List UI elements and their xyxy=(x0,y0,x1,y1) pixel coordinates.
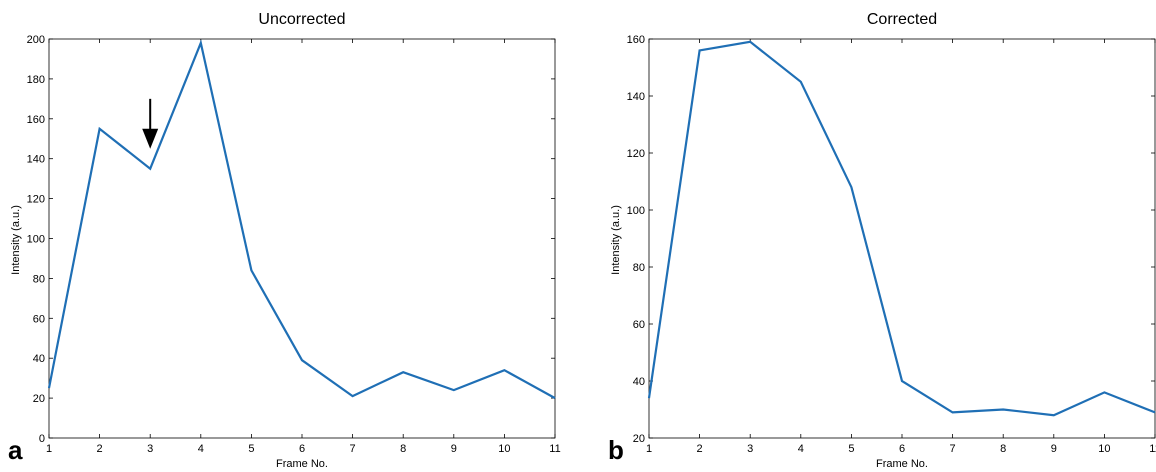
chart-title: Uncorrected xyxy=(258,11,345,28)
panel-label: a xyxy=(8,435,23,465)
x-tick-label: 1 xyxy=(46,443,52,455)
y-tick-label: 40 xyxy=(33,353,45,365)
chart-panel-uncorrected: Uncorrected Frame No. Intensity (a.u.) a… xyxy=(8,11,561,470)
y-axis-label: Intensity (a.u.) xyxy=(610,205,622,275)
y-tick-label: 100 xyxy=(27,234,45,246)
x-tick-label: 2 xyxy=(697,443,703,455)
y-tick-label: 20 xyxy=(33,393,45,405)
x-tick-label: 2 xyxy=(97,443,103,455)
x-axis-label: Frame No. xyxy=(276,458,328,470)
chart-panel-corrected: Corrected Frame No. Intensity (a.u.) b 1… xyxy=(608,11,1156,470)
x-tick-label: 7 xyxy=(950,443,956,455)
x-tick-label: 4 xyxy=(198,443,204,455)
x-tick-label: 3 xyxy=(747,443,753,455)
x-tick-label: 6 xyxy=(899,443,905,455)
x-tick-label: 4 xyxy=(798,443,804,455)
x-tick-label: 10 xyxy=(498,443,510,455)
x-tick-label: 8 xyxy=(400,443,406,455)
y-tick-label: 160 xyxy=(627,34,645,46)
y-axis-label: Intensity (a.u.) xyxy=(10,205,22,275)
y-tick-label: 120 xyxy=(27,194,45,206)
y-tick-label: 20 xyxy=(633,433,645,445)
x-tick-label: 6 xyxy=(299,443,305,455)
x-tick-label: 11 xyxy=(549,443,560,455)
y-tick-label: 200 xyxy=(27,34,45,46)
x-tick-label: 8 xyxy=(1000,443,1006,455)
x-tick-label: 1 xyxy=(646,443,652,455)
series-line xyxy=(47,39,556,400)
x-tick-label: 3 xyxy=(147,443,153,455)
series-line xyxy=(647,40,1156,417)
y-tick-label: 140 xyxy=(627,91,645,103)
y-tick-label: 160 xyxy=(27,114,45,126)
x-tick-label: 9 xyxy=(1051,443,1057,455)
y-tick-label: 40 xyxy=(633,376,645,388)
y-tick-label: 120 xyxy=(627,148,645,160)
x-tick-label: 10 xyxy=(1098,443,1110,455)
y-tick-label: 100 xyxy=(627,205,645,217)
y-tick-label: 180 xyxy=(27,74,45,86)
x-tick-label: 11 xyxy=(1149,443,1156,455)
y-tick-label: 140 xyxy=(27,154,45,166)
plot-frame xyxy=(48,38,556,439)
x-axis-label: Frame No. xyxy=(876,458,928,470)
x-tick-label: 5 xyxy=(248,443,254,455)
y-tick-label: 80 xyxy=(33,273,45,285)
chart-title: Corrected xyxy=(867,11,937,28)
x-tick-label: 7 xyxy=(350,443,356,455)
y-tick-label: 80 xyxy=(633,262,645,274)
x-tick-label: 5 xyxy=(848,443,854,455)
panel-label: b xyxy=(608,435,624,465)
y-tick-label: 60 xyxy=(633,319,645,331)
y-tick-label: 0 xyxy=(39,433,45,445)
y-tick-label: 60 xyxy=(33,313,45,325)
x-tick-label: 9 xyxy=(451,443,457,455)
annotation-arrow-head xyxy=(142,128,159,149)
